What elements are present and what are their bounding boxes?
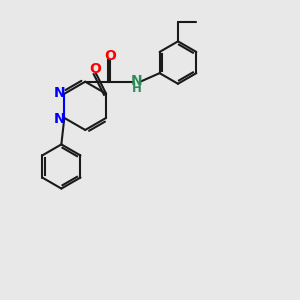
Text: N: N <box>53 112 65 126</box>
Text: O: O <box>104 49 116 63</box>
Text: N: N <box>131 74 142 88</box>
Text: H: H <box>132 82 142 95</box>
Text: O: O <box>90 62 101 76</box>
Text: N: N <box>53 85 65 100</box>
